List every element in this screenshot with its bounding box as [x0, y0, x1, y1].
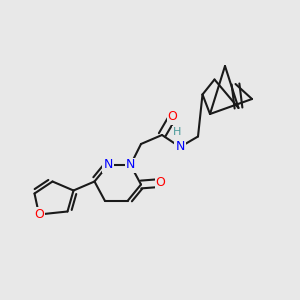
Text: O: O	[156, 176, 165, 190]
Text: O: O	[168, 110, 177, 124]
Text: H: H	[173, 127, 181, 137]
Text: O: O	[34, 208, 44, 221]
Text: N: N	[175, 140, 185, 154]
Text: N: N	[103, 158, 113, 172]
Text: N: N	[126, 158, 135, 172]
